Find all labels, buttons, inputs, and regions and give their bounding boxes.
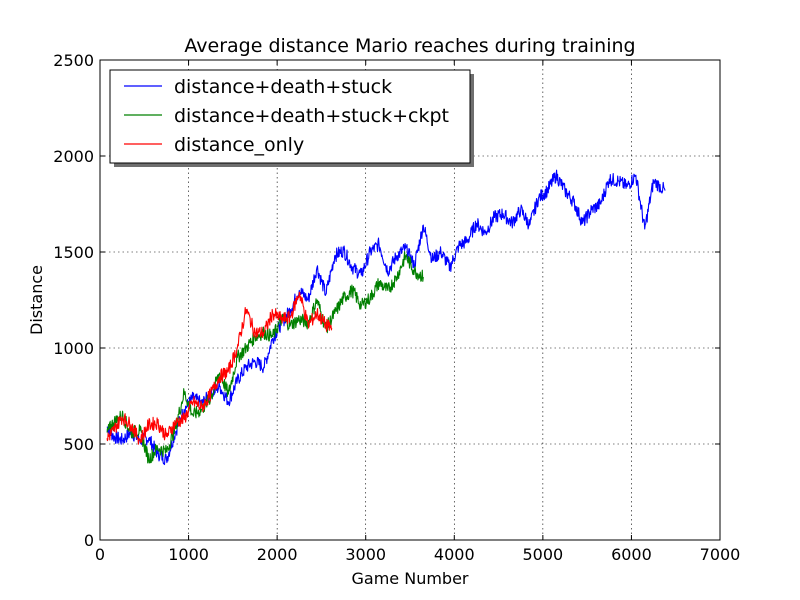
series-line-1 [106,169,666,466]
plot-lines [106,169,666,466]
x-tick-label: 7000 [700,545,741,564]
legend-box [109,69,471,164]
y-tick-label: 1000 [53,339,94,358]
legend-label: distance_only [174,134,304,156]
y-axis-label: Distance [27,265,46,335]
series-line-3 [106,291,333,445]
x-tick-label: 4000 [434,545,475,564]
x-tick-label: 1000 [168,545,209,564]
y-tick-label: 2000 [53,147,94,166]
x-tick-label: 2000 [257,545,298,564]
x-tick-label: 6000 [611,545,652,564]
legend: distance+death+stuck distance+death+stuck… [109,69,474,167]
x-axis-label: Game Number [352,569,469,588]
chart-title: Average distance Mario reaches during tr… [184,35,635,57]
y-tick-label: 2500 [53,51,94,70]
axis-ticks: 0 1000 2000 3000 4000 5000 6000 7000 0 500 1000 150… [53,51,740,564]
legend-label: distance+death+stuck+ckpt [174,105,449,127]
x-tick-label: 0 [95,545,105,564]
x-tick-label: 5000 [522,545,563,564]
legend-label: distance+death+stuck [174,76,392,98]
plot-frame [99,59,721,541]
x-tick-label: 3000 [345,545,386,564]
y-tick-label: 1500 [53,243,94,262]
grid [100,60,720,540]
y-tick-label: 0 [84,531,94,550]
y-tick-label: 500 [63,435,94,454]
